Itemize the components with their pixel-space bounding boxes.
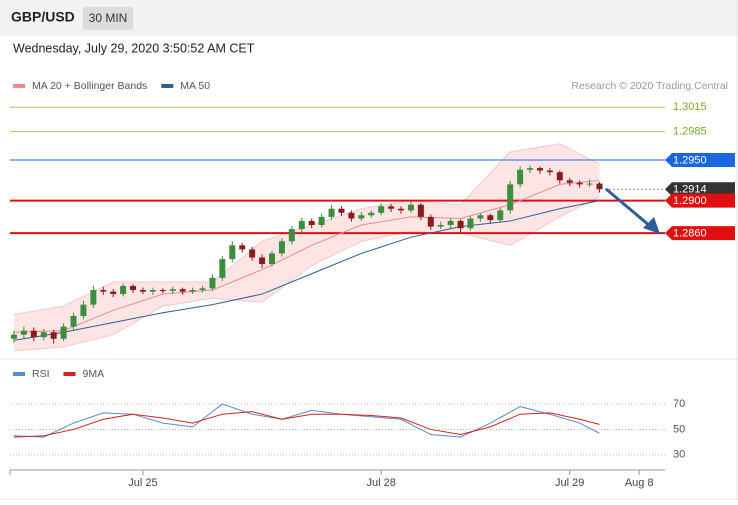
interval-label[interactable]: 30 MIN <box>89 11 128 25</box>
candle-body <box>80 304 87 316</box>
legend-swatch <box>13 372 25 376</box>
projection-arrow <box>605 187 651 228</box>
candle-body <box>527 168 534 170</box>
candle-body <box>239 245 246 250</box>
candle-body <box>407 204 414 211</box>
y-tick-label: 70 <box>673 398 685 410</box>
x-tick-label: Jul 29 <box>555 477 584 489</box>
candle-body <box>586 183 593 185</box>
moving-average <box>13 200 600 341</box>
candle-body <box>338 208 345 213</box>
candle-body <box>536 168 543 171</box>
candle-body <box>229 245 236 260</box>
candle-body <box>110 291 117 295</box>
candle-body <box>398 208 405 211</box>
legend-label: 9MA <box>83 368 105 380</box>
interval-button[interactable] <box>83 7 133 30</box>
legend-label: RSI <box>32 368 50 380</box>
candle-body <box>507 184 514 211</box>
candle-body <box>596 183 603 190</box>
candle-body <box>278 241 285 254</box>
candle-body <box>427 216 434 227</box>
y-tick-label: 30 <box>673 449 685 461</box>
level-label: 1.2950 <box>673 154 707 166</box>
candle-body <box>100 290 107 292</box>
candle-body <box>149 290 156 292</box>
candle-body <box>10 334 17 339</box>
candle-body <box>467 218 474 229</box>
candle-body <box>189 290 196 292</box>
candle-body <box>477 215 484 219</box>
candle-body <box>219 259 226 278</box>
level-label-box <box>665 182 735 197</box>
candle-body <box>308 220 315 225</box>
candle-body <box>169 289 176 291</box>
legend-swatch <box>161 84 174 88</box>
candle-body <box>368 212 375 216</box>
symbol: GBP/USD <box>11 9 75 25</box>
candle-body <box>120 285 127 295</box>
candle-body <box>318 216 325 225</box>
candle-body <box>378 206 385 213</box>
candle-body <box>179 289 186 292</box>
candle-body <box>50 332 57 339</box>
level-label-box <box>665 153 735 167</box>
level-label: 1.2860 <box>673 228 707 240</box>
legend-swatch <box>13 84 25 88</box>
candle-body <box>417 204 424 217</box>
candle-body <box>388 206 395 209</box>
candle-body <box>288 229 295 242</box>
candle-body <box>209 277 216 289</box>
y-tick-label: 50 <box>673 423 685 435</box>
x-tick-label: Aug 8 <box>625 477 654 489</box>
legend-label: MA 20 + Bollinger Bands <box>32 80 147 92</box>
candle-body <box>30 330 37 338</box>
line-series <box>13 411 600 438</box>
candle-body <box>269 253 275 264</box>
candle-body <box>497 210 504 221</box>
level-label: 1.2985 <box>673 125 707 137</box>
candle-body <box>20 330 27 335</box>
candle-body <box>40 332 47 338</box>
candle-body <box>556 172 563 181</box>
level-label: 1.2900 <box>673 195 707 207</box>
datetime: Wednesday, July 29, 2020 3:50:52 AM CET <box>13 41 255 55</box>
candle-body <box>60 326 67 339</box>
level-label: 1.2914 <box>673 184 707 196</box>
candle-body <box>249 249 256 258</box>
candle-body <box>487 215 494 221</box>
candle-body <box>447 220 454 225</box>
candle-body <box>517 169 524 185</box>
credit: Research © 2020 Trading.Central <box>571 80 728 92</box>
candle-body <box>139 290 146 292</box>
candle-body <box>130 285 137 290</box>
candle-body <box>576 182 583 185</box>
candle-body <box>298 220 305 230</box>
projection-arrowhead <box>643 217 660 234</box>
level-label: 1.3015 <box>673 101 707 113</box>
candle-body <box>546 170 553 173</box>
candle-body <box>199 288 206 290</box>
candle-body <box>70 316 77 327</box>
candle-body <box>259 257 266 264</box>
candle-body <box>457 220 464 229</box>
candle-body <box>90 290 97 305</box>
level-label-box <box>665 226 735 241</box>
candle-body <box>437 225 444 227</box>
x-tick-label: Jul 28 <box>366 477 395 489</box>
candle-body <box>328 208 335 217</box>
candle-body <box>358 215 365 219</box>
line-series <box>13 403 600 438</box>
bollinger-lower <box>13 196 600 352</box>
candle-body <box>348 212 355 219</box>
legend-swatch <box>63 372 76 376</box>
legend-label: MA 50 <box>180 80 210 92</box>
candle-body <box>159 290 166 291</box>
candle-body <box>566 180 573 183</box>
x-tick-label: Jul 25 <box>128 477 157 489</box>
level-label-box <box>665 193 735 208</box>
